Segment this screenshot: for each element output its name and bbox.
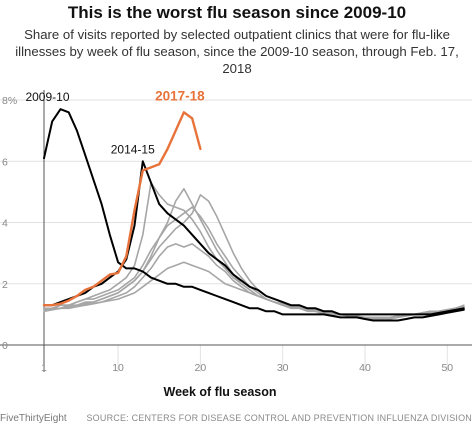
source-label: SOURCE: CENTERS FOR DISEASE CONTROL AND … <box>86 413 472 423</box>
y-tick-label: 0 <box>2 340 8 352</box>
series-line-other-1 <box>43 188 465 319</box>
axes <box>0 90 472 372</box>
y-tick-label: 6 <box>2 156 8 168</box>
chart-subtitle: Share of visits reported by selected out… <box>15 27 459 76</box>
y-tick-label: 8% <box>2 95 17 107</box>
y-tick-label: 4 <box>2 218 8 230</box>
series-line-2017-18 <box>42 111 202 307</box>
annotation-2017-18: 2017-18 <box>155 88 205 103</box>
series-lines <box>42 108 465 322</box>
x-tick-label: 30 <box>277 362 289 374</box>
x-axis-label: Week of flu season <box>163 385 277 399</box>
series-line-2009-10 <box>43 108 465 322</box>
x-tick-label: 1 <box>41 362 47 374</box>
annotation-2009-10: 2009-10 <box>25 90 69 104</box>
chart-title: This is the worst flu season since 2009-… <box>67 3 407 22</box>
gridlines <box>0 99 472 372</box>
x-tick-label: 40 <box>359 362 371 374</box>
brand-label: FiveThirtyEight <box>0 413 67 424</box>
series-annotations: 2009-10 2014-15 2017-18 <box>25 88 205 156</box>
y-tick-label: 2 <box>2 279 8 291</box>
annotation-2014-15: 2014-15 <box>111 142 155 156</box>
x-tick-label: 20 <box>195 362 207 374</box>
x-tick-label: 50 <box>441 362 453 374</box>
series-line-other-5 <box>43 261 465 322</box>
tick-labels: 0 2 4 6 8% 1 10 20 30 40 50 <box>2 95 453 374</box>
x-tick-label: 10 <box>112 362 124 374</box>
